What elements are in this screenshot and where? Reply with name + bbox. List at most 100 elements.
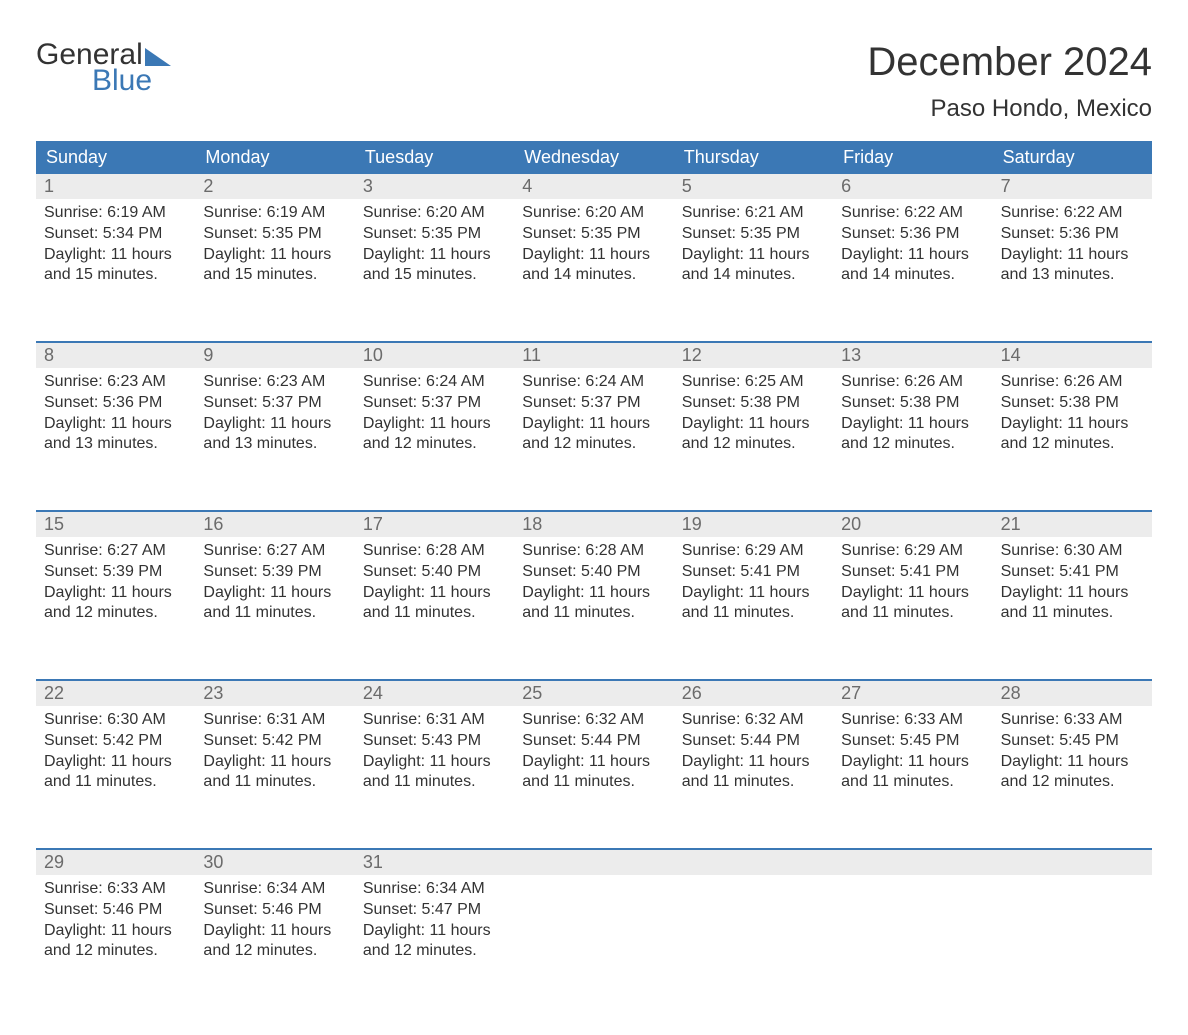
cells-row: Sunrise: 6:23 AMSunset: 5:36 PMDaylight:… (36, 368, 1152, 488)
day-number (833, 850, 992, 875)
sunset-line: Sunset: 5:44 PM (682, 731, 825, 752)
day-number: 31 (355, 850, 514, 875)
dayname-monday: Monday (195, 141, 354, 174)
day-number (514, 850, 673, 875)
daylight-line-1: Daylight: 11 hours (44, 414, 187, 435)
sunset-line: Sunset: 5:35 PM (522, 224, 665, 245)
calendar-cell: Sunrise: 6:24 AMSunset: 5:37 PMDaylight:… (514, 368, 673, 488)
sunrise-line: Sunrise: 6:34 AM (203, 879, 346, 900)
daylight-line-1: Daylight: 11 hours (522, 245, 665, 266)
cell-body: Sunrise: 6:23 AMSunset: 5:36 PMDaylight:… (36, 368, 195, 455)
calendar-cell: Sunrise: 6:23 AMSunset: 5:36 PMDaylight:… (36, 368, 195, 488)
daylight-line-1: Daylight: 11 hours (522, 752, 665, 773)
day-number: 11 (514, 343, 673, 368)
calendar-cell: Sunrise: 6:34 AMSunset: 5:47 PMDaylight:… (355, 875, 514, 995)
daylight-line-1: Daylight: 11 hours (682, 414, 825, 435)
sunrise-line: Sunrise: 6:33 AM (1001, 710, 1144, 731)
daylight-line-1: Daylight: 11 hours (682, 583, 825, 604)
sunset-line: Sunset: 5:34 PM (44, 224, 187, 245)
week-5: 293031Sunrise: 6:33 AMSunset: 5:46 PMDay… (36, 848, 1152, 995)
daylight-line-2: and 14 minutes. (522, 265, 665, 286)
cell-body: Sunrise: 6:29 AMSunset: 5:41 PMDaylight:… (833, 537, 992, 624)
cell-body: Sunrise: 6:32 AMSunset: 5:44 PMDaylight:… (674, 706, 833, 793)
cell-body: Sunrise: 6:34 AMSunset: 5:46 PMDaylight:… (195, 875, 354, 962)
sunset-line: Sunset: 5:42 PM (44, 731, 187, 752)
sunrise-line: Sunrise: 6:26 AM (1001, 372, 1144, 393)
day-number: 16 (195, 512, 354, 537)
daylight-line-2: and 15 minutes. (203, 265, 346, 286)
sunset-line: Sunset: 5:41 PM (682, 562, 825, 583)
logo-text-2: Blue (36, 66, 171, 96)
daylight-line-2: and 11 minutes. (522, 603, 665, 624)
day-number: 22 (36, 681, 195, 706)
cell-body: Sunrise: 6:34 AMSunset: 5:47 PMDaylight:… (355, 875, 514, 962)
calendar-cell: Sunrise: 6:26 AMSunset: 5:38 PMDaylight:… (833, 368, 992, 488)
cell-body: Sunrise: 6:26 AMSunset: 5:38 PMDaylight:… (993, 368, 1152, 455)
daylight-line-1: Daylight: 11 hours (363, 414, 506, 435)
sunset-line: Sunset: 5:35 PM (363, 224, 506, 245)
day-number: 14 (993, 343, 1152, 368)
day-number: 21 (993, 512, 1152, 537)
daylight-line-2: and 11 minutes. (522, 772, 665, 793)
cell-body: Sunrise: 6:30 AMSunset: 5:42 PMDaylight:… (36, 706, 195, 793)
day-number: 10 (355, 343, 514, 368)
daylight-line-1: Daylight: 11 hours (841, 752, 984, 773)
sunrise-line: Sunrise: 6:29 AM (841, 541, 984, 562)
calendar-cell: Sunrise: 6:28 AMSunset: 5:40 PMDaylight:… (514, 537, 673, 657)
calendar-cell: Sunrise: 6:22 AMSunset: 5:36 PMDaylight:… (833, 199, 992, 319)
day-number (674, 850, 833, 875)
day-number: 2 (195, 174, 354, 199)
day-number: 15 (36, 512, 195, 537)
sunrise-line: Sunrise: 6:24 AM (363, 372, 506, 393)
sunset-line: Sunset: 5:38 PM (841, 393, 984, 414)
daylight-line-1: Daylight: 11 hours (841, 583, 984, 604)
calendar-cell: Sunrise: 6:32 AMSunset: 5:44 PMDaylight:… (674, 706, 833, 826)
sunset-line: Sunset: 5:35 PM (682, 224, 825, 245)
daylight-line-2: and 11 minutes. (363, 772, 506, 793)
cell-body: Sunrise: 6:28 AMSunset: 5:40 PMDaylight:… (355, 537, 514, 624)
sunset-line: Sunset: 5:36 PM (44, 393, 187, 414)
cells-row: Sunrise: 6:19 AMSunset: 5:34 PM Daylight:… (36, 199, 1152, 319)
calendar-cell: Sunrise: 6:24 AMSunset: 5:37 PMDaylight:… (355, 368, 514, 488)
sunset-line: Sunset: 5:40 PM (522, 562, 665, 583)
cell-body: Sunrise: 6:31 AMSunset: 5:43 PMDaylight:… (355, 706, 514, 793)
daynum-row: 22232425262728 (36, 681, 1152, 706)
cell-body: Sunrise: 6:31 AMSunset: 5:42 PMDaylight:… (195, 706, 354, 793)
sunset-line: Sunset: 5:45 PM (841, 731, 984, 752)
calendar-cell: Sunrise: 6:26 AMSunset: 5:38 PMDaylight:… (993, 368, 1152, 488)
calendar-cell: Sunrise: 6:21 AMSunset: 5:35 PMDaylight:… (674, 199, 833, 319)
sunrise-line: Sunrise: 6:27 AM (44, 541, 187, 562)
daylight-line-2: and 15 minutes. (44, 265, 187, 286)
day-number: 28 (993, 681, 1152, 706)
daylight-line-2: and 11 minutes. (203, 603, 346, 624)
daylight-line-1: Daylight: 11 hours (44, 752, 187, 773)
sunrise-line: Sunrise: 6:23 AM (203, 372, 346, 393)
daylight-line-1: Daylight: 11 hours (363, 752, 506, 773)
daylight-line-1: Daylight: 11 hours (682, 752, 825, 773)
sunrise-line: Sunrise: 6:30 AM (44, 710, 187, 731)
sunrise-line: Sunrise: 6:19 AM (44, 203, 187, 224)
day-number: 17 (355, 512, 514, 537)
sunset-line: Sunset: 5:46 PM (44, 900, 187, 921)
cell-body: Sunrise: 6:20 AMSunset: 5:35 PMDaylight:… (355, 199, 514, 286)
cell-body: Sunrise: 6:23 AMSunset: 5:37 PMDaylight:… (195, 368, 354, 455)
daynum-row: 15161718192021 (36, 512, 1152, 537)
daylight-line-1: Daylight: 11 hours (1001, 583, 1144, 604)
daylight-line-2: and 11 minutes. (44, 772, 187, 793)
day-number: 9 (195, 343, 354, 368)
daylight-line-2: and 11 minutes. (1001, 603, 1144, 624)
sunrise-line: Sunrise: 6:29 AM (682, 541, 825, 562)
cell-body: Sunrise: 6:22 AMSunset: 5:36 PMDaylight:… (833, 199, 992, 286)
cell-body: Sunrise: 6:29 AMSunset: 5:41 PMDaylight:… (674, 537, 833, 624)
sunset-line: Sunset: 5:41 PM (841, 562, 984, 583)
calendar-cell: Sunrise: 6:31 AMSunset: 5:43 PMDaylight:… (355, 706, 514, 826)
cell-body: Sunrise: 6:25 AMSunset: 5:38 PMDaylight:… (674, 368, 833, 455)
daylight-line-2: and 12 minutes. (841, 434, 984, 455)
calendar-cell (993, 875, 1152, 995)
calendar-cell: Sunrise: 6:25 AMSunset: 5:38 PMDaylight:… (674, 368, 833, 488)
daylight-line-2: and 11 minutes. (841, 603, 984, 624)
daynum-row: 293031 (36, 850, 1152, 875)
daylight-line-2: and 13 minutes. (1001, 265, 1144, 286)
logo-sail-icon (145, 48, 171, 66)
daylight-line-2: and 12 minutes. (1001, 434, 1144, 455)
